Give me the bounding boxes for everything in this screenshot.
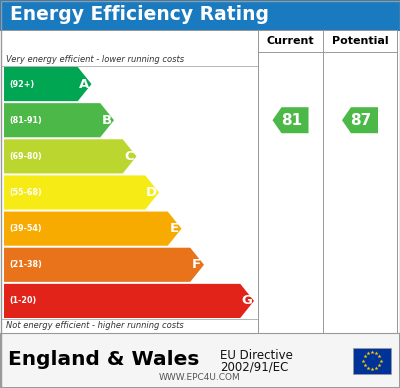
- Polygon shape: [4, 284, 254, 318]
- Text: (1-20): (1-20): [9, 296, 36, 305]
- Bar: [1, 333, 399, 387]
- Text: G: G: [241, 294, 252, 307]
- Text: F: F: [192, 258, 201, 271]
- Text: England & Wales: England & Wales: [8, 350, 199, 369]
- Text: (55-68): (55-68): [9, 188, 42, 197]
- Text: Not energy efficient - higher running costs: Not energy efficient - higher running co…: [6, 321, 184, 330]
- Polygon shape: [4, 67, 92, 101]
- Text: (39-54): (39-54): [9, 224, 42, 233]
- Text: 2002/91/EC: 2002/91/EC: [220, 361, 288, 374]
- Bar: [353, 348, 391, 374]
- Text: Potential: Potential: [332, 36, 388, 46]
- Text: C: C: [124, 150, 134, 163]
- Text: D: D: [146, 186, 157, 199]
- Bar: [1, 30, 258, 333]
- Text: Current: Current: [267, 36, 314, 46]
- Polygon shape: [4, 103, 114, 137]
- Text: EU Directive: EU Directive: [220, 349, 293, 362]
- Bar: [258, 30, 397, 333]
- Text: A: A: [79, 78, 89, 90]
- Text: (69-80): (69-80): [9, 152, 42, 161]
- Polygon shape: [342, 107, 378, 133]
- Text: (21-38): (21-38): [9, 260, 42, 269]
- Text: Very energy efficient - lower running costs: Very energy efficient - lower running co…: [6, 55, 184, 64]
- Text: (92+): (92+): [9, 80, 34, 88]
- Text: 81: 81: [281, 113, 302, 128]
- Text: (81-91): (81-91): [9, 116, 42, 125]
- Polygon shape: [4, 211, 182, 246]
- Text: B: B: [101, 114, 112, 127]
- Text: WWW.EPC4U.COM: WWW.EPC4U.COM: [159, 373, 241, 382]
- Polygon shape: [4, 139, 136, 173]
- Text: 87: 87: [350, 113, 372, 128]
- Bar: [0, 333, 400, 388]
- Polygon shape: [4, 248, 204, 282]
- Polygon shape: [4, 175, 159, 210]
- Bar: [0, 0, 400, 30]
- Text: E: E: [169, 222, 178, 235]
- Text: Energy Efficiency Rating: Energy Efficiency Rating: [10, 5, 269, 24]
- Polygon shape: [272, 107, 308, 133]
